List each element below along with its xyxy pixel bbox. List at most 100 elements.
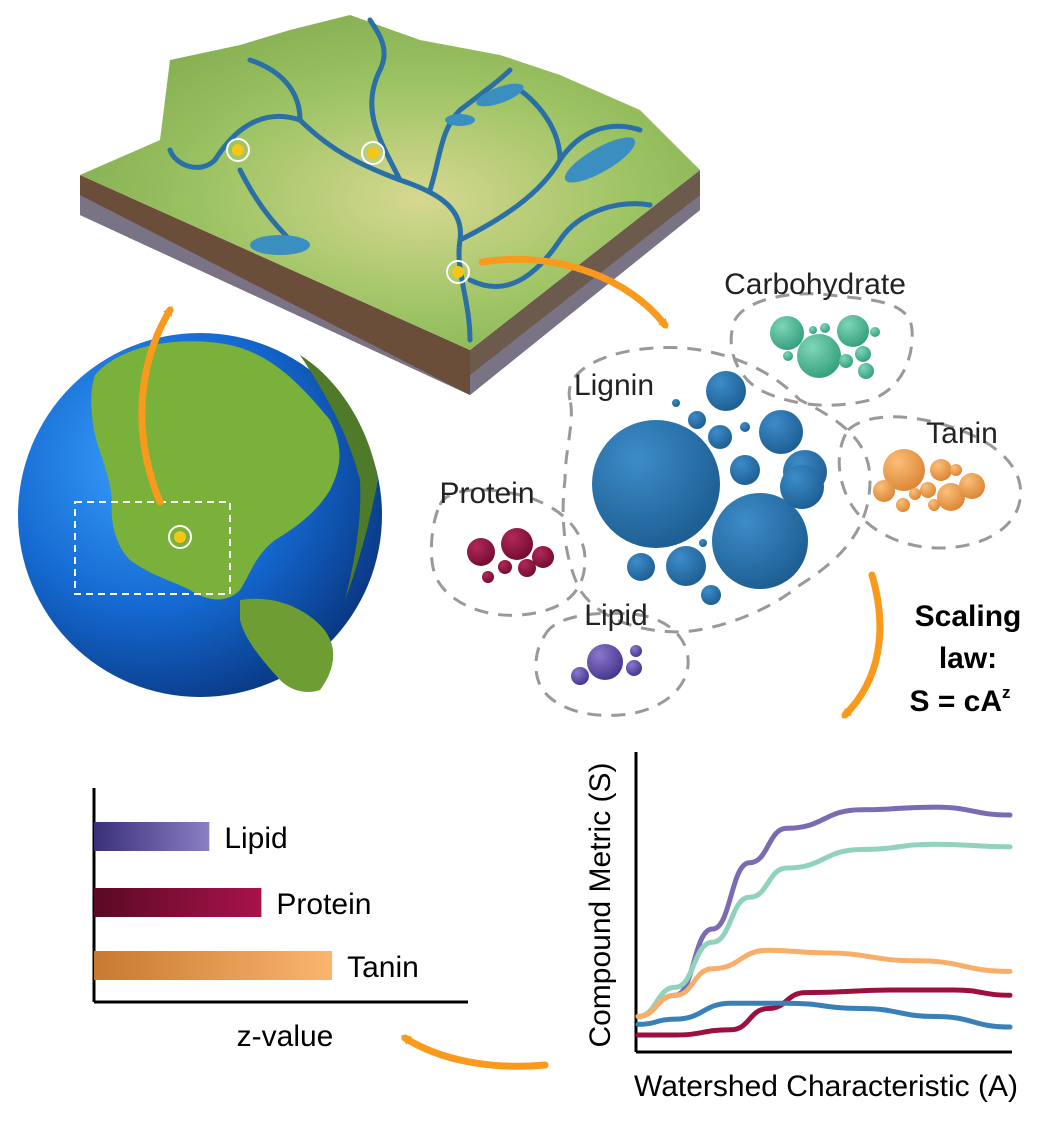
bar-chart: Lipid Protein Tanin z-value xyxy=(92,788,468,1053)
protein-cluster-outline xyxy=(429,488,587,617)
lipid-cluster-outline xyxy=(534,611,690,717)
sample-site-marker-icon xyxy=(168,525,192,549)
lignin-bubble xyxy=(730,455,760,485)
protein-bubble xyxy=(482,571,494,583)
scaling-law-text: Scaling law: S = cAz xyxy=(909,600,1021,718)
lake-2 xyxy=(250,235,310,255)
bar-tanin xyxy=(94,951,333,980)
globe-rim-land xyxy=(300,355,378,600)
protein-label: Protein xyxy=(439,477,534,510)
line-chart-x-label: Watershed Characteristic (A) xyxy=(634,1070,1018,1103)
tanin-bubble xyxy=(959,473,985,499)
line-series-layer xyxy=(635,804,1013,1038)
terrain-front-left-side xyxy=(80,175,470,395)
lignin-bubble xyxy=(592,420,720,548)
bar-label-protein: Protein xyxy=(276,888,371,921)
earth-globe-icon xyxy=(18,333,382,697)
sample-site-marker-icon xyxy=(361,141,385,165)
lignin-bubble xyxy=(759,410,803,454)
river-network xyxy=(167,17,653,343)
study-region-box xyxy=(74,501,231,595)
carbohydrate-bubble xyxy=(855,346,871,362)
arrow-chart-to-barplot xyxy=(400,1034,549,1070)
lipid-bubble xyxy=(630,645,642,657)
tanin-bubble xyxy=(928,499,940,511)
bar-label-tanin: Tanin xyxy=(347,951,419,984)
tanin-bubble xyxy=(930,459,952,481)
bar-lipid xyxy=(94,822,210,851)
tanin-bubble xyxy=(896,498,910,512)
carbohydrate-bubble xyxy=(837,315,869,347)
lignin-bubble xyxy=(708,425,732,449)
arrow-watershed-to-compounds xyxy=(478,255,669,329)
protein-bubble xyxy=(498,560,512,574)
line-chart-y-label: Compound Metric (S) xyxy=(584,762,617,1047)
scaling-law-line2: law: xyxy=(939,642,997,675)
lake-4 xyxy=(445,114,475,126)
lipid-bubbles xyxy=(571,644,642,685)
sample-site-marker-icon xyxy=(226,138,250,162)
bar-label-lipid: Lipid xyxy=(224,822,287,855)
curved-arrow-icon xyxy=(138,255,884,1070)
tanin-bubble xyxy=(920,482,936,498)
lipid-bubble xyxy=(571,667,589,685)
lignin-bubble xyxy=(701,585,721,605)
tanin-cluster-outline xyxy=(837,415,1023,550)
lake-1 xyxy=(564,137,636,183)
line-series-lignin xyxy=(635,1000,1013,1030)
protein-bubbles xyxy=(467,528,554,583)
carbohydrate-bubble xyxy=(797,334,841,378)
carbohydrate-bubble xyxy=(839,354,853,368)
tanin-bubble xyxy=(937,483,965,511)
lignin-bubble xyxy=(627,553,655,581)
lignin-bubble xyxy=(699,539,707,547)
carbohydrate-bubble xyxy=(809,326,817,334)
lignin-label: Lignin xyxy=(574,369,654,402)
lignin-bubble xyxy=(672,399,680,407)
greenland-landmass xyxy=(209,395,265,442)
lignin-bubble xyxy=(780,465,824,509)
scaling-law-equation: S = cAz xyxy=(909,683,1010,718)
lake-3 xyxy=(476,83,524,107)
tanin-bubble xyxy=(909,488,921,500)
tanin-bubbles xyxy=(873,449,985,512)
lignin-bubble xyxy=(740,422,750,432)
lignin-bubble xyxy=(712,493,808,589)
carbohydrate-label: Carbohydrate xyxy=(724,268,906,301)
lignin-bubbles xyxy=(592,371,827,605)
tanin-bubble xyxy=(873,480,895,502)
lipid-bubble xyxy=(587,644,623,680)
tanin-bubble xyxy=(950,464,962,476)
carbohydrate-bubble xyxy=(770,316,804,350)
carbohydrate-bubble xyxy=(858,363,874,379)
line-chart: Watershed Characteristic (A) Compound Me… xyxy=(584,752,1018,1103)
bar-chart-x-label: z-value xyxy=(237,1020,334,1053)
compound-cluster-outlines xyxy=(429,292,1023,717)
lignin-bubble xyxy=(666,546,706,586)
bar-layer: Lipid Protein Tanin xyxy=(94,822,419,984)
arrow-globe-to-watershed xyxy=(138,305,174,506)
terrain-top-surface xyxy=(80,15,700,350)
lignin-bubble xyxy=(706,371,746,411)
carbohydrate-bubble xyxy=(870,327,880,337)
arrow-compounds-to-chart xyxy=(841,571,884,719)
protein-bubble xyxy=(518,559,536,577)
protein-bubble xyxy=(467,538,495,566)
carbohydrate-bubble xyxy=(783,351,793,361)
lipid-label: Lipid xyxy=(584,599,647,632)
watershed-block-icon xyxy=(80,15,700,395)
lipid-bubble xyxy=(626,660,642,676)
carbohydrate-bubbles xyxy=(770,315,880,379)
tanin-bubble xyxy=(883,449,925,491)
line-series-lipid xyxy=(635,804,1013,1019)
lignin-bubble xyxy=(688,411,706,429)
sample-site-marker-icon xyxy=(446,260,470,284)
south-america-landmass xyxy=(240,598,334,692)
protein-bubble xyxy=(532,546,554,568)
north-america-landmass xyxy=(91,341,340,600)
line-series-protein xyxy=(635,987,1013,1038)
protein-bubble xyxy=(501,528,533,560)
bar-protein xyxy=(94,888,262,917)
tanin-label: Tanin xyxy=(926,417,998,450)
